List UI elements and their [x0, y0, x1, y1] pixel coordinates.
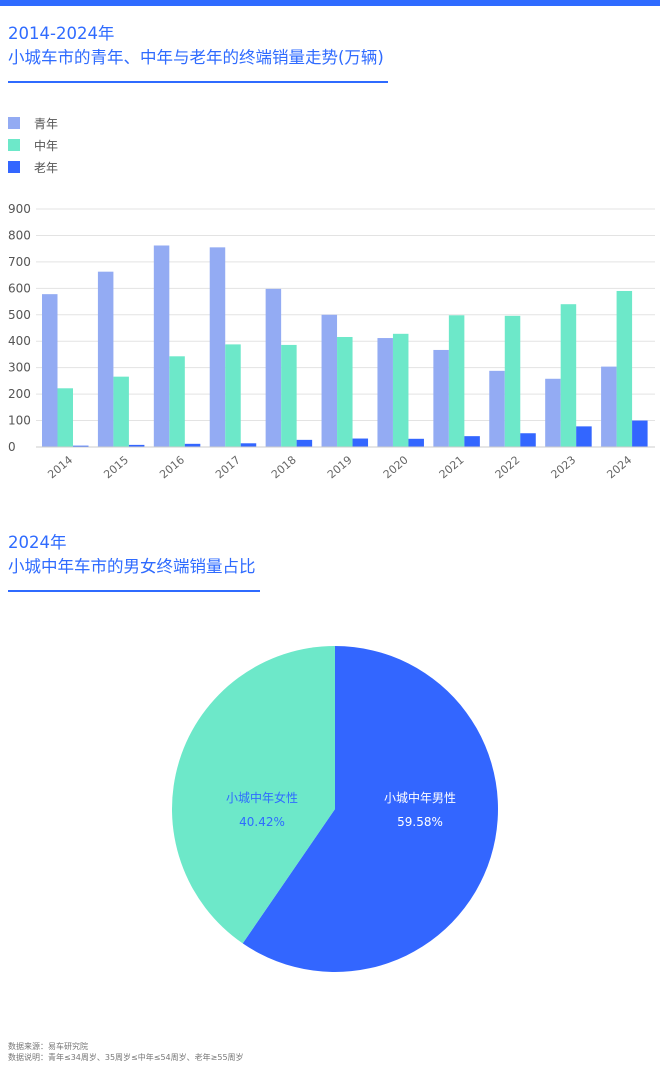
- bar: [225, 344, 241, 447]
- pie-slice-label: 小城中年女性: [226, 790, 298, 805]
- bar: [57, 388, 73, 447]
- y-tick-label: 500: [8, 308, 31, 322]
- x-tick-label: 2024: [604, 453, 634, 481]
- bar: [209, 247, 226, 447]
- x-tick-label: 2023: [549, 453, 579, 481]
- x-tick-label: 2021: [437, 453, 467, 481]
- x-tick-label: 2014: [45, 453, 75, 481]
- bar-chart-legend: 青年 中年 老年: [8, 112, 58, 178]
- pie-chart-title: 2024年 小城中年车市的男女终端销量占比: [8, 531, 256, 579]
- bar: [153, 245, 170, 447]
- bar: [296, 439, 313, 447]
- pie-slice: [171, 646, 335, 944]
- bar: [489, 370, 505, 447]
- bar: [560, 304, 577, 447]
- bar-chart-title-line2: 小城车市的青年、中年与老年的终端销量走势(万辆): [8, 48, 384, 67]
- footer-note: 数据说明：青年≤34周岁、35周岁≤中年≤54周岁、老年≥55周岁: [8, 1053, 244, 1062]
- bar: [42, 294, 58, 447]
- bar: [265, 288, 282, 447]
- bar: [601, 366, 617, 447]
- bar: [616, 290, 633, 447]
- y-tick-label: 300: [8, 361, 31, 375]
- bar: [433, 349, 449, 447]
- y-axis-ticks: 0 100 200 300 400 500 600 700 800 900: [8, 202, 31, 454]
- bar: [337, 336, 353, 447]
- pie-slice-label: 小城中年男性: [384, 790, 456, 805]
- legend-item-middle: 中年: [8, 134, 58, 156]
- legend-swatch-elder: [8, 161, 20, 173]
- top-accent-bar: [0, 0, 660, 6]
- bar: [520, 433, 536, 447]
- bar: [464, 436, 480, 447]
- bar: [169, 356, 185, 447]
- legend-swatch-middle: [8, 139, 20, 151]
- y-tick-label: 0: [8, 440, 16, 454]
- pie-slice-value: 40.42%: [239, 815, 285, 829]
- x-tick-label: 2022: [493, 453, 523, 481]
- bar: [281, 344, 297, 447]
- y-tick-label: 400: [8, 334, 31, 348]
- bar: [408, 438, 424, 447]
- bar-chart-title-line1: 2014-2024年: [8, 24, 115, 43]
- bar: [352, 438, 369, 447]
- bar: [113, 376, 129, 447]
- bar: [448, 315, 465, 447]
- bar: [73, 445, 89, 447]
- bar-chart: 0 100 200 300 400 500 600 700 800 900 2014 2015 2016…: [8, 202, 655, 481]
- bar: [128, 444, 145, 447]
- x-tick-label: 2016: [157, 453, 187, 481]
- pie-slice: [242, 646, 498, 972]
- y-tick-label: 200: [8, 387, 31, 401]
- bar: [240, 443, 257, 447]
- y-tick-label: 800: [8, 228, 31, 242]
- legend-label-elder: 老年: [34, 160, 59, 175]
- bar: [632, 420, 648, 447]
- y-tick-label: 100: [8, 414, 31, 428]
- legend-swatch-youth: [8, 117, 20, 129]
- bar: [504, 315, 521, 447]
- footer: 数据来源：易车研究院 数据说明：青年≤34周岁、35周岁≤中年≤54周岁、老年≥…: [8, 1041, 244, 1063]
- x-tick-label: 2015: [101, 453, 131, 481]
- footer-source: 数据来源：易车研究院: [8, 1042, 88, 1051]
- legend-item-youth: 青年: [8, 112, 58, 134]
- x-tick-label: 2019: [325, 453, 355, 481]
- bar: [392, 333, 409, 447]
- legend-label-youth: 青年: [34, 116, 59, 131]
- legend-item-elder: 老年: [8, 156, 58, 178]
- y-tick-label: 600: [8, 281, 31, 295]
- bar-chart-title: 2014-2024年 小城车市的青年、中年与老年的终端销量走势(万辆): [8, 22, 384, 70]
- x-tick-label: 2018: [269, 453, 299, 481]
- pie-title-underline: [8, 590, 260, 592]
- bar: [576, 426, 592, 447]
- bar-title-underline: [8, 81, 388, 83]
- x-tick-label: 2020: [381, 453, 411, 481]
- pie-slice-value: 59.58%: [397, 815, 443, 829]
- y-tick-label: 900: [8, 202, 31, 216]
- bar: [545, 378, 561, 447]
- bar: [377, 338, 393, 447]
- pie-chart-title-line2: 小城中年车市的男女终端销量占比: [8, 557, 256, 576]
- bar: [97, 271, 114, 447]
- bar: [184, 443, 201, 447]
- pie-chart: 小城中年男性 59.58% 小城中年女性 40.42%: [171, 646, 498, 972]
- bars: [42, 245, 648, 447]
- bar: [321, 314, 338, 447]
- y-tick-label: 700: [8, 255, 31, 269]
- legend-label-middle: 中年: [34, 138, 59, 153]
- x-axis-ticks: 2014 2015 2016 2017 2018 2019 2020 2021 2022 2023…: [45, 453, 634, 481]
- x-tick-label: 2017: [213, 453, 243, 481]
- pie-chart-title-line1: 2024年: [8, 533, 67, 552]
